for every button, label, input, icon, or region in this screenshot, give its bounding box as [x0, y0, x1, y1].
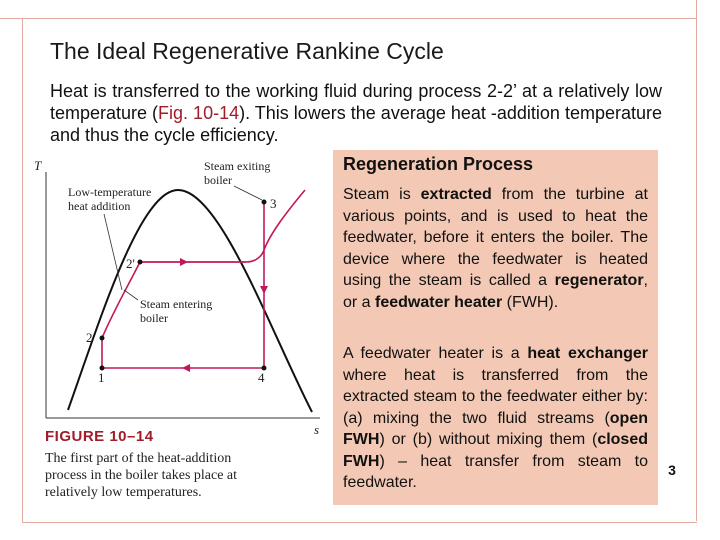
point-label-4: 4 [258, 370, 265, 385]
label-steam-entering-1: Steam entering [140, 297, 212, 311]
p2-text-e: ) or (b) without mixing them ( [379, 431, 598, 448]
p1-bold-regenerator: regenerator [554, 272, 644, 289]
saturation-dome [67, 188, 313, 413]
intro-paragraph: Heat is transferred to the working fluid… [50, 80, 662, 146]
state-point-2prime [137, 259, 143, 265]
box-title: Regeneration Process [343, 154, 534, 174]
box-paragraph-2: A feedwater heater is a heat exchanger w… [343, 343, 648, 494]
cycle-path [101, 189, 306, 369]
arrow-turbine [260, 286, 268, 294]
figure-caption: The first part of the heat-addition proc… [45, 451, 238, 500]
point-label-3: 3 [270, 196, 277, 211]
p1-bold-extracted: extracted [420, 186, 492, 203]
label-low-temp-2: heat addition [68, 199, 130, 213]
arrow-condenser [182, 364, 190, 372]
p1-text-e: , or a [343, 272, 648, 311]
label-steam-exiting-2: boiler [204, 173, 232, 187]
state-point-3 [261, 199, 267, 205]
state-point-2 [99, 335, 105, 341]
p1-text-g: (FWH). [502, 293, 559, 311]
figure-caption-title: FIGURE 10–14 [45, 428, 154, 445]
p2-bold-heat-exchanger: heat exchanger [527, 345, 648, 362]
x-axis-label: s [314, 422, 319, 437]
point-label-2: 2 [86, 330, 93, 345]
label-steam-entering-2: boiler [140, 311, 168, 325]
regeneration-box [333, 150, 658, 505]
slide-frame-top-line [0, 18, 22, 19]
p2-text-g: ) – heat transfer from steam to feedwate… [343, 452, 648, 492]
slide-frame [22, 18, 697, 523]
label-low-temp-1: Low-temperature [68, 185, 151, 199]
slide-frame-right-line [696, 0, 697, 521]
figure-reference: Fig. 10-14 [158, 103, 240, 123]
p2-text-a: A feedwater heater is a [343, 345, 528, 362]
state-point-1 [99, 365, 105, 371]
p2-bold-closed-fwh: closed FWH [343, 431, 648, 470]
slide-title: The Ideal Regenerative Rankine Cycle [50, 38, 444, 64]
leader-steam-exiting [233, 185, 263, 201]
page-number: 3 [668, 462, 676, 478]
p1-text-c: from the turbine at various points, and … [343, 186, 648, 289]
p1-bold-fwh: feedwater heater [375, 293, 503, 311]
point-label-2prime: 2' [126, 256, 135, 271]
box-paragraph-1: Steam is extracted from the turbine at v… [343, 184, 648, 313]
point-label-1: 1 [98, 370, 105, 385]
arrow-heat-addition [180, 258, 188, 266]
leader-low-temp [103, 213, 123, 291]
p2-bold-open-fwh: open FWH [343, 409, 648, 449]
state-point-4 [261, 365, 267, 371]
intro-text-after: ). This lowers the average heat -additio… [50, 103, 662, 145]
label-steam-exiting-1: Steam exiting [204, 159, 270, 173]
p2-text-c: where heat is transferred from the extra… [343, 366, 648, 427]
leader-steam-entering [123, 289, 139, 301]
intro-text-before: Heat is transferred to the working fluid… [50, 81, 662, 123]
y-axis-label: T [34, 158, 42, 173]
p1-text-a: Steam is [343, 186, 421, 203]
ts-diagram: T s 1 2 2' 3 4 Steam exiting boiler Low-… [34, 158, 320, 437]
